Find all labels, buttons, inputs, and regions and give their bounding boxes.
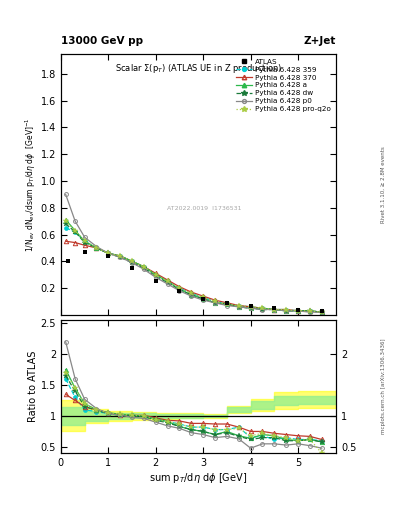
- Point: [152, 278, 159, 286]
- Y-axis label: 1/N$_{ev}$ dN$_{ev}$/dsum p$_T$/d$\eta$ d$\phi$  [GeV]$^{-1}$: 1/N$_{ev}$ dN$_{ev}$/dsum p$_T$/d$\eta$ …: [24, 117, 38, 252]
- Point: [319, 307, 325, 315]
- X-axis label: sum p$_T$/d$\eta$ d$\phi$ [GeV]: sum p$_T$/d$\eta$ d$\phi$ [GeV]: [149, 471, 248, 485]
- Y-axis label: Ratio to ATLAS: Ratio to ATLAS: [28, 351, 38, 422]
- Point: [224, 298, 230, 307]
- Text: 13000 GeV pp: 13000 GeV pp: [61, 36, 143, 46]
- Point: [200, 295, 206, 303]
- Text: Z+Jet: Z+Jet: [304, 36, 336, 46]
- Point: [129, 264, 135, 272]
- Point: [271, 304, 277, 312]
- Text: mcplots.cern.ch [arXiv:1306.3436]: mcplots.cern.ch [arXiv:1306.3436]: [381, 339, 386, 434]
- Point: [248, 302, 254, 310]
- Point: [65, 257, 71, 265]
- Text: Scalar $\Sigma$(p$_T$) (ATLAS UE in Z production): Scalar $\Sigma$(p$_T$) (ATLAS UE in Z pr…: [115, 61, 282, 75]
- Point: [105, 252, 112, 260]
- Text: AT2022.0019  I1736531: AT2022.0019 I1736531: [167, 206, 241, 211]
- Point: [81, 248, 88, 256]
- Text: Rivet 3.1.10, ≥ 2.8M events: Rivet 3.1.10, ≥ 2.8M events: [381, 146, 386, 223]
- Point: [176, 287, 183, 295]
- Legend: ATLAS, Pythia 6.428 359, Pythia 6.428 370, Pythia 6.428 a, Pythia 6.428 dw, Pyth: ATLAS, Pythia 6.428 359, Pythia 6.428 37…: [235, 57, 332, 114]
- Point: [295, 306, 301, 314]
